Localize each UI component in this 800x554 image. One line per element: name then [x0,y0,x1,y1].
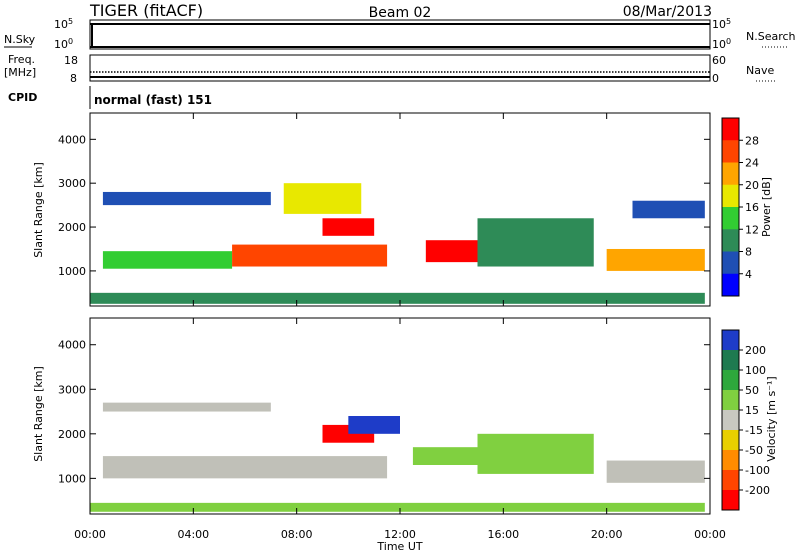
power-colorbar-cell-3 [722,184,739,208]
velocity-colorbar-cell-5 [722,430,739,451]
power-region-2 [322,218,375,236]
velocity-colorbar-cell-8 [722,490,739,511]
x-tick-label-5: 20:00 [591,528,623,541]
power-ytick-label-0: 1000 [58,265,86,278]
nave-label: Nave [746,64,774,77]
freq-strip: Freq. [MHz] 18 8 60 0 Nave [4,53,776,85]
velocity-colorbar: 200 100 50 15 -15 -50 -100 -200 Velocity [m s⁻¹… [721,329,778,511]
velocity-ytick-label-3: 4000 [58,339,86,352]
power-colorbar-tick-2: 12 [745,223,759,236]
x-tick-label-6: 00:00 [694,528,726,541]
velocity-colorbar-cell-2 [722,370,739,391]
nsky-left-tick-bottom: 100 [54,37,73,51]
power-colorbar-tick-4: 20 [745,179,759,192]
station-title: TIGER (fitACF) [89,1,203,20]
velocity-colorbar-cell-7 [722,470,739,491]
power-colorbar-cell-5 [722,229,739,252]
power-region-4 [102,191,271,206]
cpid-label: CPID [8,91,37,104]
power-colorbar-label: Power [dB] [760,177,773,237]
velocity-colorbar-cell-3 [722,390,739,411]
x-tick-label-2: 08:00 [281,528,313,541]
velocity-ylabel: Slant Range [km] [32,366,45,462]
velocity-ytick-label-1: 2000 [58,428,86,441]
velocity-region-3 [412,447,491,465]
nsearch-label: N.Search [746,30,796,43]
x-tick-label-1: 04:00 [177,528,209,541]
velocity-region-6 [102,402,271,412]
velocity-region-2 [348,416,400,434]
power-colorbar-tick-0: 4 [745,268,752,281]
power-colorbar-tick-5: 24 [745,157,759,170]
power-ylabel: Slant Range [km] [32,162,45,258]
nsky-right-tick-top: 105 [712,17,731,31]
freq-label-line1: Freq. [8,53,35,66]
velocity-ytick-label-2: 3000 [58,383,86,396]
power-region-3 [283,183,362,214]
velocity-colorbar-tick-4: -15 [745,424,763,437]
velocity-colorbar-tick-6: -100 [745,464,770,477]
nsky-label: N.Sky [4,33,36,46]
velocity-panel: 1000 2000 3000 4000 00:00 04:00 08:00 12:00 16:… [32,317,726,553]
power-plot-area [90,113,710,306]
power-ytick-label-1: 2000 [58,221,86,234]
nsky-strip: N.Sky 105 100 105 100 N.Search [4,17,796,51]
x-axis-label: Time UT [376,540,422,553]
velocity-colorbar-tick-1: 100 [745,364,766,377]
velocity-colorbar-tick-7: -200 [745,484,770,497]
velocity-colorbar-tick-3: 15 [745,404,759,417]
power-colorbar-cell-6 [722,251,739,275]
power-region-1 [232,244,388,267]
x-tick-label-4: 16:00 [487,528,519,541]
power-colorbar-cell-1 [722,140,739,163]
beam-title: Beam 02 [369,5,432,21]
power-region-6 [477,218,594,267]
power-colorbar-tick-3: 16 [745,201,759,214]
power-region-8 [632,200,705,219]
velocity-colorbar-tick-5: -50 [745,444,763,457]
nsky-right-tick-bottom: 100 [712,37,731,51]
power-colorbar-cell-7 [722,273,739,297]
velocity-ytick-label-0: 1000 [58,472,86,485]
velocity-colorbar-tick-2: 50 [745,384,759,397]
freq-label-line2: [MHz] [4,66,36,79]
velocity-colorbar-label: Velocity [m s⁻¹] [765,376,778,461]
freq-left-tick-top: 18 [64,54,78,67]
velocity-colorbar-cell-0 [722,330,739,351]
power-region-5 [425,240,478,263]
velocity-region-4 [477,433,594,474]
nsky-left-tick-top: 105 [54,17,73,31]
power-colorbar-tick-6: 28 [745,134,759,147]
x-tick-label-3: 12:00 [384,528,416,541]
power-colorbar-cell-4 [722,207,739,230]
freq-left-tick-bottom: 8 [70,72,77,85]
velocity-colorbar-cell-4 [722,410,739,431]
power-region-9 [90,292,705,304]
date-title: 08/Mar/2013 [623,4,712,20]
power-colorbar-tick-1: 8 [745,246,752,259]
cpid-value: normal (fast) 151 [94,93,212,107]
power-colorbar-cell-0 [722,118,739,141]
power-ytick-label-2: 3000 [58,177,86,190]
velocity-colorbar-cell-1 [722,350,739,371]
velocity-region-0 [102,456,388,479]
x-tick-label-0: 00:00 [74,528,106,541]
power-colorbar-cell-2 [722,162,739,186]
velocity-region-5 [606,460,705,483]
power-region-7 [606,248,705,271]
power-ytick-label-3: 4000 [58,133,86,146]
velocity-colorbar-tick-0: 200 [745,344,766,357]
power-panel: 1000 2000 3000 4000 Slant Range [km] [32,112,711,307]
velocity-region-7 [90,502,705,512]
freq-right-tick-bottom: 0 [712,72,719,85]
power-colorbar: 4 8 12 16 20 24 28 Power [dB] [721,117,773,297]
velocity-colorbar-cell-6 [722,450,739,471]
freq-right-tick-top: 60 [712,54,726,67]
power-region-0 [102,251,233,269]
